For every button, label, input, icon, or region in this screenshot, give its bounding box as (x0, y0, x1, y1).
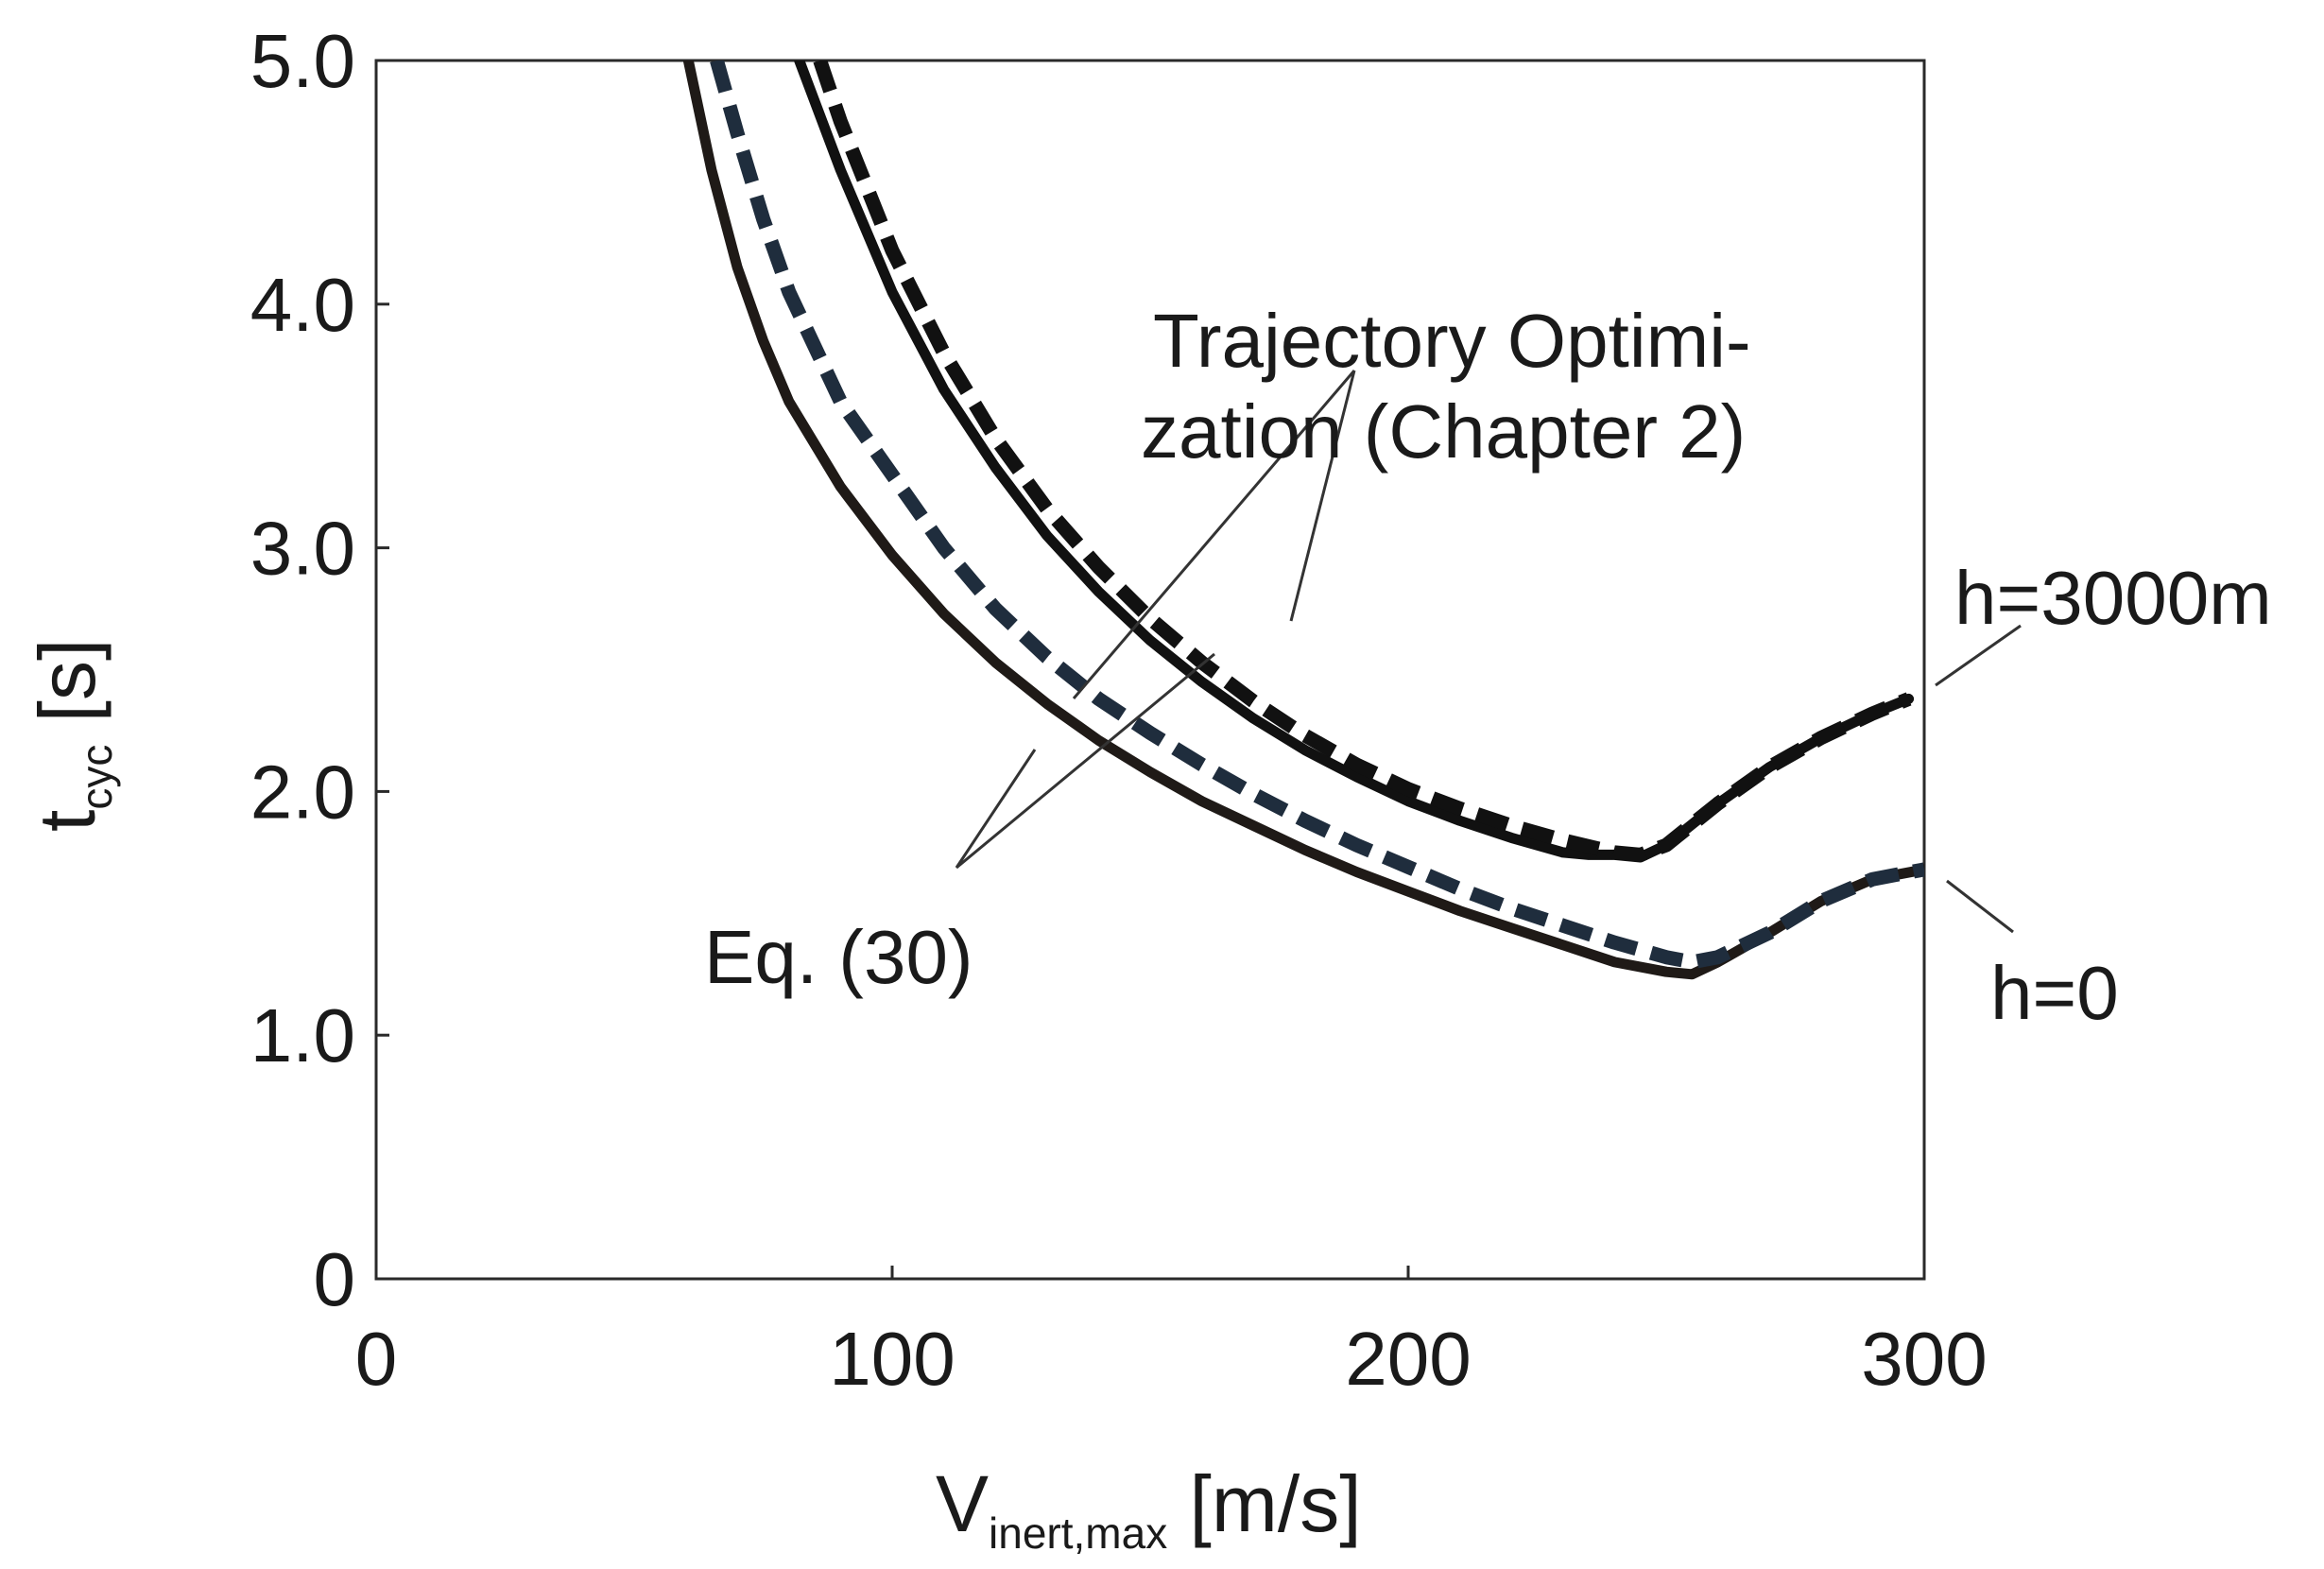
leader-h0 (1946, 879, 2014, 934)
leader-traj-upper (1072, 370, 1356, 699)
y-tick-label: 5.0 (250, 19, 355, 103)
x-tick-label: 100 (829, 1317, 955, 1401)
y-tick-label: 2.0 (250, 750, 355, 834)
y-axis-title: tcyc [s] (23, 639, 121, 832)
annotation-h3000: h=3000m (1954, 556, 2272, 640)
annotation-leaders (955, 370, 2022, 934)
series-eq30-h0 (682, 60, 1924, 980)
leader-h3000 (1935, 624, 2022, 687)
x-tick-label: 200 (1345, 1317, 1471, 1401)
series-trajopt-h0 (710, 60, 1924, 970)
data-series (682, 60, 1924, 980)
x-axis-title: Vinert,max [m/s] (936, 1459, 1362, 1558)
leader-traj-lower (1289, 370, 1356, 622)
y-tick-label: 4.0 (250, 263, 355, 347)
series-trajopt-h3000 (813, 60, 1912, 862)
y-tick-label: 0 (314, 1237, 356, 1321)
plot-frame (374, 59, 1926, 1281)
y-axis-title-sub: cyc (72, 745, 121, 810)
annotation-trajectory-line2: zation (Chapter 2) (1141, 389, 1746, 474)
x-axis-title-unit: [m/s] (1167, 1459, 1361, 1548)
annotation-trajectory-line1: Trajectory Optimi- (1153, 299, 1751, 383)
annotation-eq30: Eq. (30) (704, 915, 973, 999)
y-axis-title-unit: [s] (23, 639, 112, 745)
annotation-h0: h=0 (1990, 951, 2119, 1035)
leader-eq-lower (955, 749, 1037, 869)
x-tick-label: 300 (1861, 1317, 1987, 1401)
x-tick-label: 0 (355, 1317, 398, 1401)
x-axis-title-main: V (936, 1459, 989, 1548)
y-axis-title-main: t (23, 810, 112, 832)
y-tick-label: 3.0 (250, 507, 355, 591)
leader-eq-upper (955, 652, 1215, 870)
axis-ticks: 0 100 200 300 0 1.0 2.0 3.0 4.0 5.0 (250, 19, 1988, 1401)
x-axis-title-sub: inert,max (989, 1509, 1167, 1558)
y-tick-label: 1.0 (250, 993, 355, 1078)
